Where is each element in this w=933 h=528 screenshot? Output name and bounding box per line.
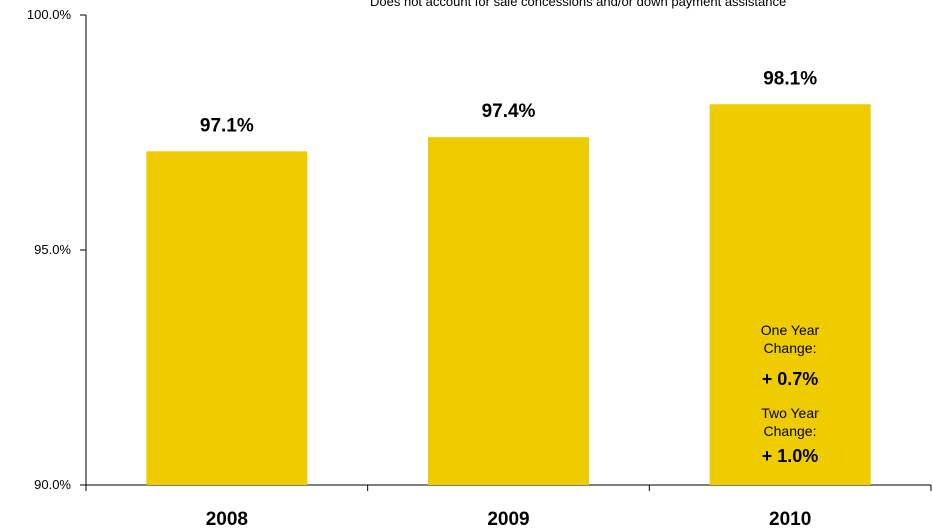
bar-2008 — [146, 151, 308, 486]
data-label-2009: 97.4% — [482, 101, 536, 122]
one-year-change-annotation: One Year Change: + 0.7% — [710, 321, 870, 390]
two-year-change-label: Two Year Change: — [761, 405, 819, 439]
data-label-2008: 97.1% — [200, 115, 254, 136]
x-tick-label: 2010 — [769, 509, 811, 528]
one-year-change-label: One Year Change: — [760, 322, 820, 356]
y-tick-label: 90.0% — [34, 477, 71, 492]
y-tick-label: 100.0% — [27, 7, 72, 22]
bar-group — [146, 104, 871, 486]
data-label-2010: 98.1% — [763, 68, 817, 89]
x-tick-label: 2008 — [206, 509, 248, 528]
data-label-group: 97.1% 97.4% 98.1% — [200, 68, 817, 136]
bar-2010 — [709, 104, 871, 486]
one-year-change-value: + 0.7% — [761, 369, 819, 389]
two-year-change-value: + 1.0% — [761, 446, 819, 466]
y-tick-label: 95.0% — [34, 242, 71, 257]
y-tick-group: 90.0% 95.0% 100.0% — [27, 7, 86, 492]
two-year-change-annotation: Two Year Change: + 1.0% — [710, 404, 870, 467]
bar-2009 — [428, 137, 589, 485]
chart-note: Does not account for sale concessions an… — [370, 0, 787, 9]
x-tick-group: 2008 2009 2010 — [85, 485, 932, 528]
x-tick-label: 2009 — [487, 509, 529, 528]
